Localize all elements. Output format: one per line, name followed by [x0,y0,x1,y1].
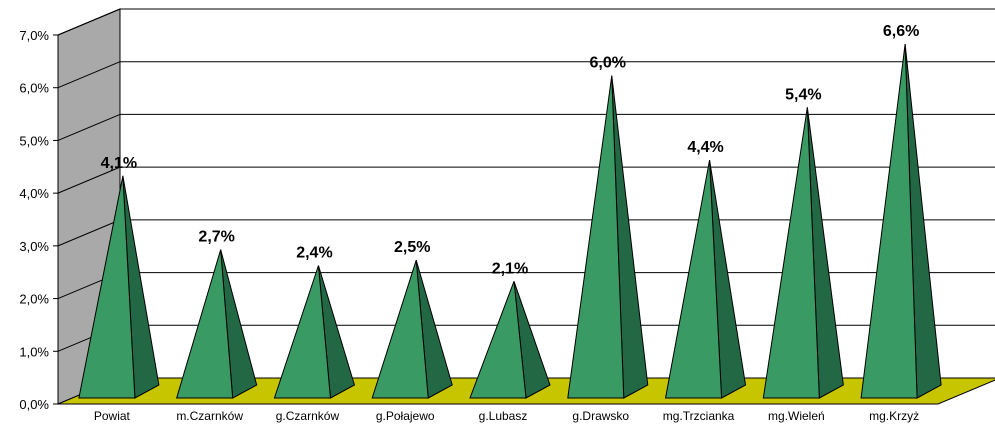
data-label: 6,6% [883,23,919,40]
x-category-label: m.Czarnków [176,409,243,423]
y-tick-label: 5,0% [19,133,49,148]
x-axis-labels: Powiat m.Czarnków g.Czarnków g.Połajewo g.Lu… [94,409,919,423]
data-label: 5,4% [785,86,821,103]
pyramid-bar [664,159,747,399]
x-category-label: g.Lubasz [479,409,528,423]
pyramid-bar [762,107,844,399]
pyramid-front-face [175,249,234,399]
pyramid-front-face [371,260,429,399]
gridline-side [57,61,121,89]
chart-data-labels: 4,1% 2,7% 2,4% 2,5% 2,1% 6,0% 4,4% 5,4% 6,6% [101,23,920,277]
data-label: 2,7% [198,229,234,246]
data-label: 2,4% [296,244,332,261]
data-label: 2,5% [394,239,430,256]
x-category-label: g.Połajewo [376,409,435,423]
x-category-label: g.Drawsko [572,409,629,423]
x-category-label: g.Czarnków [276,409,340,423]
x-category-label: mg.Trzcianka [663,409,735,423]
data-label: 4,4% [687,139,723,156]
chart-gridlines [57,8,995,352]
pyramid-bar [175,249,258,399]
pyramid-front-face [664,159,723,399]
y-tick-label: 6,0% [19,81,49,96]
chart-bars [78,44,942,399]
gridline-side [57,219,121,247]
y-tick-label: 4,0% [19,186,49,201]
pyramid-front-face [78,175,136,399]
pyramid-front-face [860,44,918,399]
gridline-side [57,166,121,194]
data-label: 6,0% [590,55,626,72]
y-tick-label: 7,0% [19,28,49,43]
pyramid-bar [371,260,453,399]
y-tick-label: 1,0% [19,344,49,359]
pyramid-front-face [567,75,625,399]
x-category-label: mg.Wieleń [768,409,825,423]
y-tick-label: 3,0% [19,239,49,254]
pyramid-bar [469,281,551,399]
pyramid-front-face [469,281,527,399]
data-label: 2,1% [492,260,528,277]
data-label: 4,1% [101,155,137,172]
x-category-label: mg.Krzyż [869,409,919,423]
y-tick-label: 0,0% [19,397,49,412]
pyramid-bar [567,75,649,399]
y-tick-label: 2,0% [19,292,49,307]
pyramid-front-face [762,107,820,399]
y-axis: 0,0% 1,0% 2,0% 3,0% 4,0% 5,0% 6,0% 7,0% [19,28,938,412]
gridline-side [57,113,121,141]
pyramid-bar [860,44,942,399]
pyramid-bar [78,175,160,399]
pyramid-bar [273,265,356,399]
x-category-label: Powiat [94,409,131,423]
gridline-side [57,8,121,36]
pyramid-front-face [273,265,331,399]
